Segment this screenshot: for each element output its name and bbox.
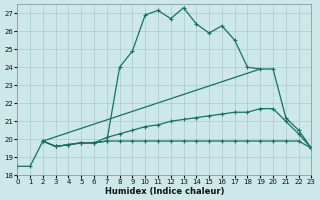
X-axis label: Humidex (Indice chaleur): Humidex (Indice chaleur) — [105, 187, 224, 196]
